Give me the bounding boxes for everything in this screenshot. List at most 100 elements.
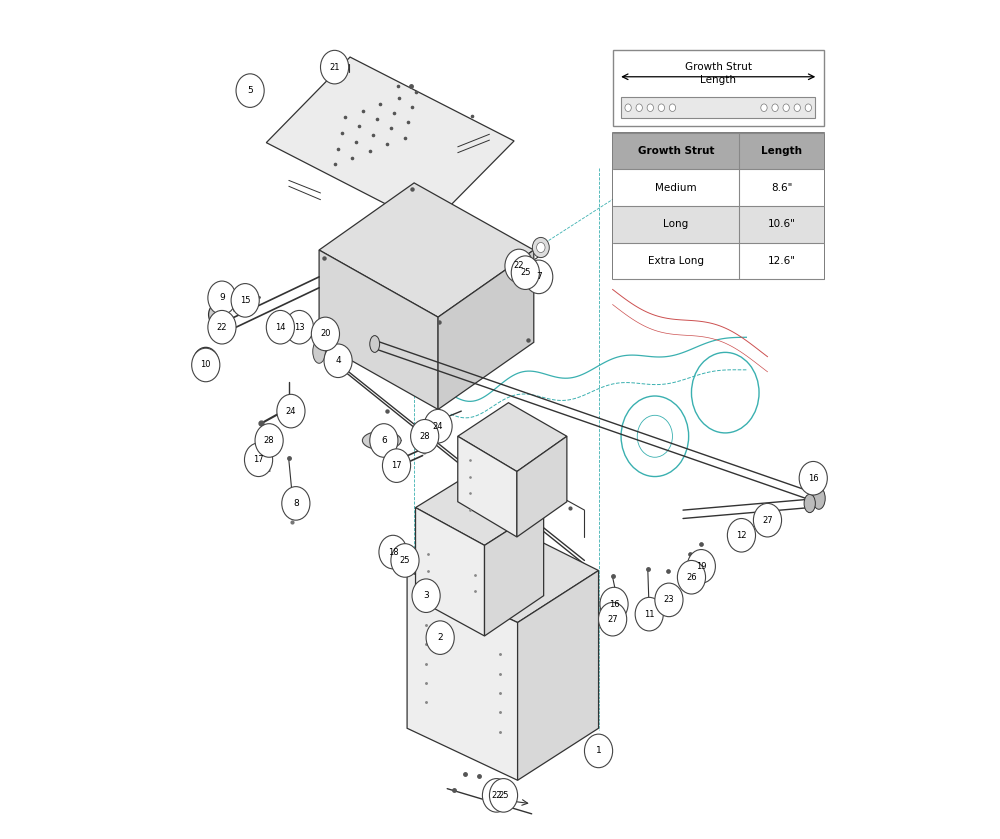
Text: 6: 6 <box>381 436 387 445</box>
Text: 22: 22 <box>491 791 502 800</box>
Circle shape <box>208 281 236 315</box>
Circle shape <box>625 104 631 112</box>
Circle shape <box>658 104 665 112</box>
Ellipse shape <box>804 494 815 513</box>
Ellipse shape <box>313 340 325 363</box>
Text: Long: Long <box>663 219 689 229</box>
Circle shape <box>192 348 220 382</box>
Circle shape <box>537 242 545 253</box>
Text: 20: 20 <box>320 330 331 338</box>
Ellipse shape <box>362 431 401 450</box>
FancyBboxPatch shape <box>613 242 824 279</box>
FancyBboxPatch shape <box>613 50 824 126</box>
Circle shape <box>391 544 419 577</box>
Text: 15: 15 <box>240 296 250 305</box>
Text: Medium: Medium <box>655 183 697 193</box>
Circle shape <box>655 583 683 617</box>
FancyBboxPatch shape <box>613 206 824 242</box>
Text: 12.6": 12.6" <box>768 256 796 266</box>
Circle shape <box>599 602 627 636</box>
FancyBboxPatch shape <box>621 97 815 118</box>
Circle shape <box>199 355 212 370</box>
Text: Length: Length <box>761 146 802 156</box>
Circle shape <box>221 291 233 306</box>
Text: 13: 13 <box>294 323 305 331</box>
Ellipse shape <box>813 487 825 509</box>
Text: 1: 1 <box>596 747 601 755</box>
Circle shape <box>584 734 613 768</box>
Circle shape <box>647 104 653 112</box>
Circle shape <box>727 519 756 552</box>
Circle shape <box>794 104 800 112</box>
Circle shape <box>208 310 236 344</box>
Text: Extra Long: Extra Long <box>648 256 704 266</box>
Circle shape <box>489 779 518 812</box>
Circle shape <box>266 310 294 344</box>
Circle shape <box>321 50 349 84</box>
Text: 12: 12 <box>736 531 747 539</box>
Polygon shape <box>458 403 567 472</box>
Polygon shape <box>518 571 599 780</box>
Circle shape <box>525 260 553 294</box>
Polygon shape <box>416 508 485 636</box>
Circle shape <box>783 104 789 112</box>
Text: 23: 23 <box>664 596 674 604</box>
Circle shape <box>285 310 313 344</box>
Circle shape <box>193 347 218 378</box>
Circle shape <box>411 420 439 453</box>
FancyBboxPatch shape <box>613 169 824 206</box>
Circle shape <box>412 579 440 612</box>
Circle shape <box>236 74 264 107</box>
Text: 18: 18 <box>388 548 398 556</box>
Circle shape <box>209 303 228 326</box>
Circle shape <box>687 550 715 583</box>
Circle shape <box>424 409 452 443</box>
Text: 25: 25 <box>520 268 531 277</box>
Circle shape <box>635 597 663 631</box>
Circle shape <box>772 104 778 112</box>
Circle shape <box>636 104 642 112</box>
Circle shape <box>324 344 352 378</box>
Text: 24: 24 <box>433 422 443 430</box>
Polygon shape <box>416 470 544 545</box>
Text: 26: 26 <box>686 573 697 581</box>
Text: 21: 21 <box>329 63 340 71</box>
Circle shape <box>753 503 782 537</box>
Text: 27: 27 <box>762 516 773 524</box>
Text: Growth Strut: Growth Strut <box>638 146 714 156</box>
Circle shape <box>379 535 407 569</box>
Text: 3: 3 <box>423 591 429 600</box>
Circle shape <box>255 424 283 457</box>
Polygon shape <box>438 250 534 409</box>
Text: 14: 14 <box>275 323 286 331</box>
FancyBboxPatch shape <box>613 133 824 169</box>
Text: 5: 5 <box>247 86 253 95</box>
Text: 25: 25 <box>400 556 410 565</box>
Circle shape <box>382 449 411 482</box>
Circle shape <box>482 779 511 812</box>
Ellipse shape <box>370 336 380 352</box>
Circle shape <box>282 487 310 520</box>
Circle shape <box>677 560 706 594</box>
FancyBboxPatch shape <box>613 133 824 279</box>
Polygon shape <box>319 183 534 317</box>
Circle shape <box>805 104 811 112</box>
Circle shape <box>277 394 305 428</box>
Text: 8: 8 <box>293 499 299 508</box>
Circle shape <box>370 424 398 457</box>
Circle shape <box>218 323 230 336</box>
Circle shape <box>532 237 549 258</box>
Circle shape <box>511 256 539 289</box>
Circle shape <box>426 621 454 654</box>
Text: 4: 4 <box>335 357 341 365</box>
Text: 10: 10 <box>201 361 211 369</box>
Text: 28: 28 <box>264 436 274 445</box>
Text: 17: 17 <box>253 456 264 464</box>
Polygon shape <box>485 508 544 636</box>
Circle shape <box>311 317 340 351</box>
Polygon shape <box>407 571 518 780</box>
Text: Growth Strut
Length: Growth Strut Length <box>685 62 752 85</box>
Text: 25: 25 <box>498 791 509 800</box>
Text: 19: 19 <box>696 562 707 571</box>
Text: 22: 22 <box>217 323 227 331</box>
